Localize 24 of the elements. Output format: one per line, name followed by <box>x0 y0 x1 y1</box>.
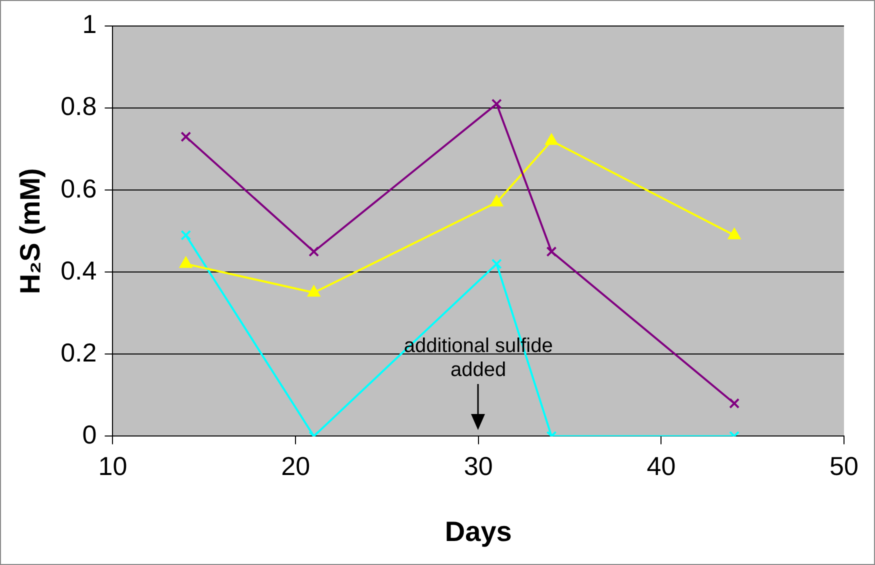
point <box>180 230 192 240</box>
y-tick-label: 0 <box>82 419 97 450</box>
point <box>491 258 502 270</box>
point <box>728 228 741 240</box>
x-tick-label: 40 <box>646 450 676 481</box>
y-tick-label: 0.4 <box>60 255 97 286</box>
x-tick-label: 30 <box>464 450 493 481</box>
point <box>308 286 320 297</box>
x-tick-label: 10 <box>98 450 128 481</box>
x-tick-label: 50 <box>830 450 858 481</box>
y-tick-label: 0.8 <box>60 91 97 122</box>
point <box>308 246 320 257</box>
y-axis-title: H₂S (mM) <box>14 168 46 294</box>
y-tick-label: 1 <box>82 9 97 40</box>
point <box>490 195 503 206</box>
y-tick-label: 0.2 <box>60 337 97 368</box>
point <box>180 132 192 142</box>
x-axis-title: Days <box>444 516 512 547</box>
x-tick-label: 20 <box>281 450 310 481</box>
point <box>491 98 502 110</box>
y-tick-label: 0.6 <box>60 173 97 204</box>
point <box>545 134 558 145</box>
point <box>546 246 557 257</box>
point <box>180 256 192 268</box>
